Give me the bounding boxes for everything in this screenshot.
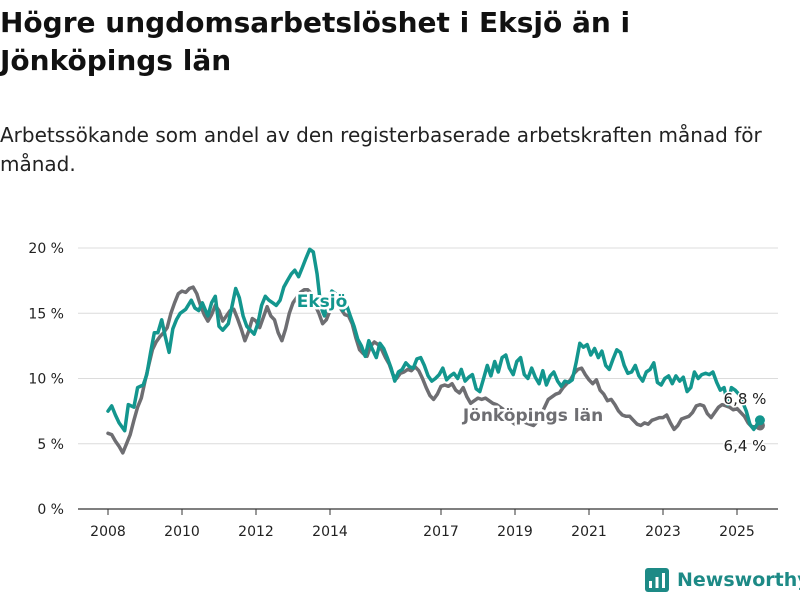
x-tick-label: 2019 — [497, 524, 533, 540]
gridlines — [78, 247, 778, 510]
y-tick-label: 10 % — [28, 372, 64, 388]
endpoint-marker-eksjo — [754, 415, 765, 426]
chart-title: Högre ungdomsarbetslöshet i Eksjö än i J… — [0, 6, 631, 77]
axes: 0 % 5 % 10 % 15 % 20 % 2008 2010 2012 2014 2017 20… — [28, 241, 754, 540]
x-tick-label: 2025 — [719, 524, 755, 540]
chart-subtitle: Arbetssökande som andel av den registerb… — [0, 123, 762, 176]
series-line-eksjo — [106, 247, 762, 433]
x-tick-label: 2021 — [571, 524, 607, 540]
series-lines — [106, 247, 765, 455]
y-tick-label: 20 % — [28, 241, 64, 257]
end-value-label-eksjo: 6,8 % — [724, 390, 767, 408]
y-tick-label: 5 % — [37, 437, 64, 453]
y-tick-label: 15 % — [28, 306, 64, 322]
series-label-eksjo-halo: Eksjö — [297, 292, 348, 312]
x-tick-label: 2014 — [312, 524, 348, 540]
x-tick-label: 2012 — [238, 524, 274, 540]
x-tick-label: 2017 — [423, 524, 459, 540]
series-label-lan-halo: Jönköpings län — [462, 406, 603, 426]
newsworthy-bar-chart-icon — [645, 568, 669, 592]
series-label-lan: Jönköpings län — [462, 406, 603, 426]
x-tick-label: 2023 — [645, 524, 681, 540]
x-tick-label: 2010 — [164, 524, 200, 540]
x-tick-label: 2008 — [90, 524, 126, 540]
end-value-label-lan: 6,4 % — [724, 437, 767, 455]
series-label-eksjo: Eksjö — [297, 292, 348, 312]
brand-name: Newsworthy — [677, 569, 800, 591]
newsworthy-logo[interactable]: Newsworthy — [645, 568, 800, 592]
y-tick-label: 0 % — [37, 502, 64, 518]
